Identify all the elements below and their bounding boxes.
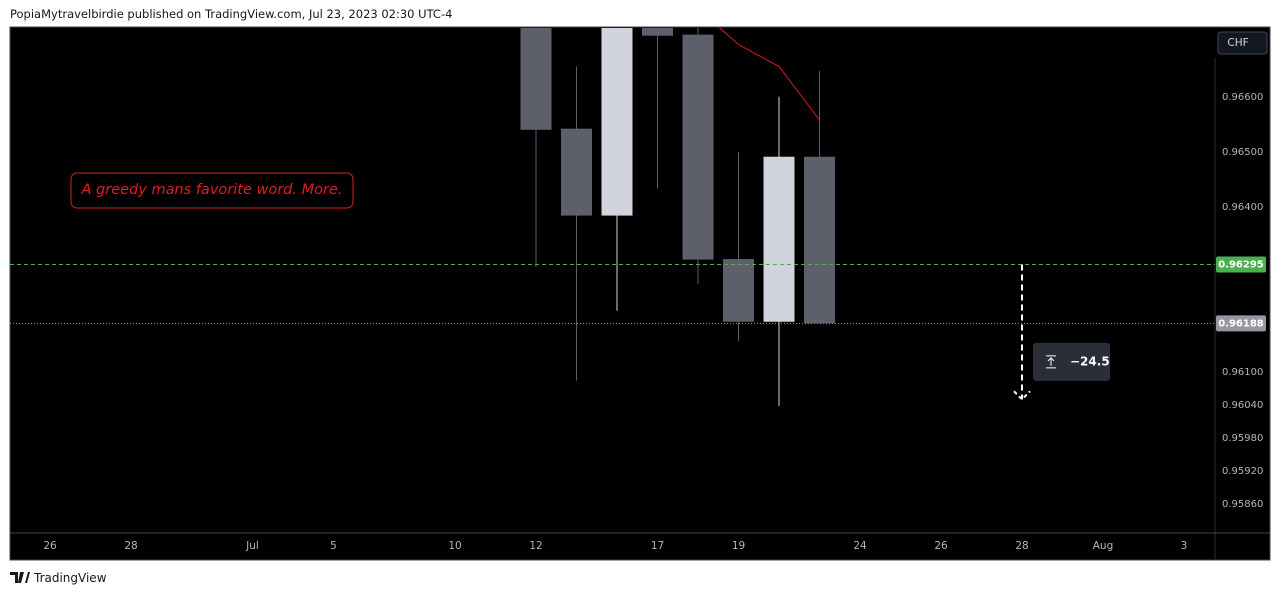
x-tick-label: 19 bbox=[732, 540, 745, 552]
x-tick-label: 26 bbox=[43, 540, 57, 552]
price-label-box bbox=[1216, 315, 1266, 332]
brand: TradingView bbox=[34, 571, 107, 585]
x-tick-label: 12 bbox=[529, 540, 542, 552]
y-tick-label: 0.96500 bbox=[1222, 147, 1263, 158]
y-tick-label: 0.95920 bbox=[1222, 466, 1263, 477]
x-tick-label: 5 bbox=[330, 540, 337, 552]
x-tick-label: 28 bbox=[1015, 540, 1028, 552]
plot bbox=[520, 28, 835, 406]
candle-body bbox=[601, 28, 633, 216]
header: PopiaMytravelbirdie published on Trading… bbox=[10, 7, 453, 21]
footer: TradingView bbox=[10, 571, 107, 585]
x-tick-label: 10 bbox=[448, 540, 461, 552]
price-label-box bbox=[1216, 256, 1266, 273]
currency: CHF bbox=[1227, 37, 1248, 49]
price-label: 0.96295 bbox=[1218, 260, 1264, 271]
y-tick-label: 0.95980 bbox=[1222, 433, 1263, 444]
measure-icon bbox=[1046, 355, 1056, 369]
y-tick-label: 0.96600 bbox=[1222, 92, 1263, 103]
candle-body bbox=[723, 259, 754, 322]
candle-body bbox=[561, 128, 592, 216]
y-tick-label: 0.96100 bbox=[1222, 367, 1263, 378]
candle-body bbox=[642, 28, 673, 36]
candle-body bbox=[520, 28, 552, 130]
measure-arrow bbox=[1013, 390, 1031, 401]
x-tick-label: Aug bbox=[1093, 540, 1114, 552]
measure-label-box bbox=[1033, 342, 1110, 381]
currency-box[interactable] bbox=[1217, 31, 1268, 55]
annotation: A greedy mans favorite word. More. bbox=[81, 182, 343, 198]
candle-body bbox=[763, 156, 795, 322]
y-tick-label: 0.95860 bbox=[1222, 499, 1263, 510]
chart-background bbox=[9, 26, 1271, 561]
candle-body bbox=[682, 34, 714, 260]
x-tick-label: 17 bbox=[651, 540, 664, 552]
candle-body bbox=[804, 156, 835, 324]
x-tick-label: 28 bbox=[124, 540, 137, 552]
logo bbox=[10, 572, 30, 583]
x-tick-label: 24 bbox=[853, 540, 867, 552]
price-label: 0.96188 bbox=[1218, 318, 1264, 329]
x-tick-label: 3 bbox=[1181, 540, 1188, 552]
indicator-line bbox=[719, 28, 820, 121]
annotation-box bbox=[70, 172, 354, 209]
measure-label: −24.5 bbox=[1070, 354, 1110, 368]
y-tick-label: 0.96400 bbox=[1222, 202, 1263, 213]
x-tick-label: Jul bbox=[245, 540, 259, 552]
y-tick-label: 0.96040 bbox=[1222, 400, 1263, 411]
x-tick-label: 26 bbox=[934, 540, 948, 552]
